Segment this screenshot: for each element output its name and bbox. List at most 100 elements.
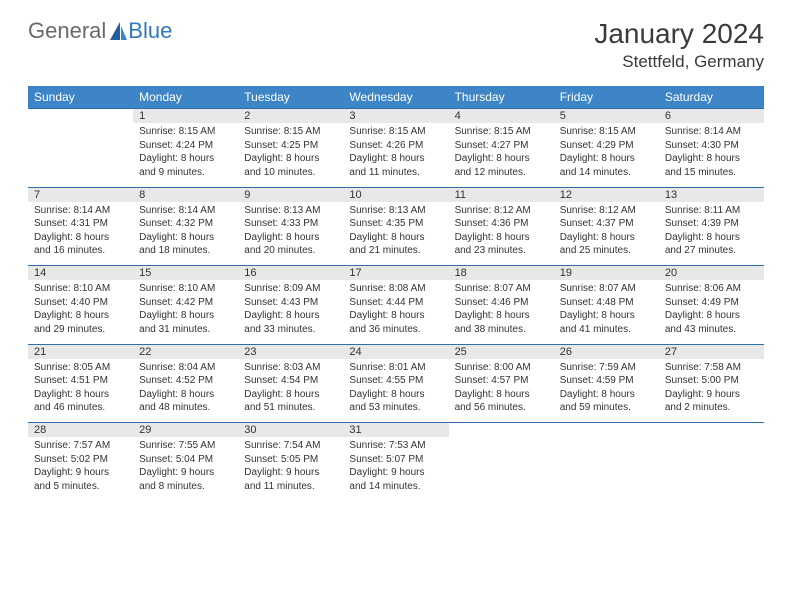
- sunset-text: Sunset: 4:55 PM: [349, 374, 442, 388]
- sunset-text: Sunset: 4:51 PM: [34, 374, 127, 388]
- daylight-text: Daylight: 8 hours and 23 minutes.: [455, 231, 548, 258]
- daylight-text: Daylight: 8 hours and 31 minutes.: [139, 309, 232, 336]
- sunset-text: Sunset: 5:00 PM: [665, 374, 758, 388]
- day-number-cell: 26: [554, 344, 659, 359]
- day-number-row: 21222324252627: [28, 344, 764, 359]
- sunset-text: Sunset: 4:29 PM: [560, 139, 653, 153]
- sunrise-text: Sunrise: 8:05 AM: [34, 361, 127, 375]
- sunset-text: Sunset: 4:26 PM: [349, 139, 442, 153]
- day-detail-cell: Sunrise: 8:11 AMSunset: 4:39 PMDaylight:…: [659, 202, 764, 266]
- daylight-text: Daylight: 8 hours and 59 minutes.: [560, 388, 653, 415]
- day-detail-row: Sunrise: 8:15 AMSunset: 4:24 PMDaylight:…: [28, 123, 764, 187]
- day-number-cell: 12: [554, 187, 659, 202]
- day-number-row: 78910111213: [28, 187, 764, 202]
- sunrise-text: Sunrise: 8:00 AM: [455, 361, 548, 375]
- day-number-cell: 30: [238, 423, 343, 438]
- daylight-text: Daylight: 8 hours and 10 minutes.: [244, 152, 337, 179]
- day-number-cell: 29: [133, 423, 238, 438]
- sunrise-text: Sunrise: 8:15 AM: [455, 125, 548, 139]
- daylight-text: Daylight: 8 hours and 12 minutes.: [455, 152, 548, 179]
- day-number-cell: 10: [343, 187, 448, 202]
- daylight-text: Daylight: 9 hours and 2 minutes.: [665, 388, 758, 415]
- day-detail-cell: Sunrise: 7:59 AMSunset: 4:59 PMDaylight:…: [554, 359, 659, 423]
- day-number-cell: 14: [28, 266, 133, 281]
- daylight-text: Daylight: 8 hours and 41 minutes.: [560, 309, 653, 336]
- day-number-cell: 18: [449, 266, 554, 281]
- day-number-cell: 9: [238, 187, 343, 202]
- day-number-cell: 11: [449, 187, 554, 202]
- day-number-cell: 13: [659, 187, 764, 202]
- day-detail-cell: Sunrise: 8:00 AMSunset: 4:57 PMDaylight:…: [449, 359, 554, 423]
- day-detail-cell: Sunrise: 8:10 AMSunset: 4:40 PMDaylight:…: [28, 280, 133, 344]
- title-block: January 2024 Stettfeld, Germany: [594, 18, 764, 72]
- sunrise-text: Sunrise: 7:57 AM: [34, 439, 127, 453]
- day-detail-row: Sunrise: 8:10 AMSunset: 4:40 PMDaylight:…: [28, 280, 764, 344]
- weekday-header: Sunday: [28, 86, 133, 109]
- logo-sail-icon: [108, 20, 128, 42]
- weekday-header: Tuesday: [238, 86, 343, 109]
- sunset-text: Sunset: 4:35 PM: [349, 217, 442, 231]
- sunset-text: Sunset: 4:57 PM: [455, 374, 548, 388]
- day-number-cell: 19: [554, 266, 659, 281]
- daylight-text: Daylight: 8 hours and 43 minutes.: [665, 309, 758, 336]
- sunset-text: Sunset: 4:32 PM: [139, 217, 232, 231]
- day-number-cell: [449, 423, 554, 438]
- sunrise-text: Sunrise: 7:59 AM: [560, 361, 653, 375]
- day-detail-cell: Sunrise: 8:15 AMSunset: 4:24 PMDaylight:…: [133, 123, 238, 187]
- day-detail-cell: Sunrise: 8:15 AMSunset: 4:27 PMDaylight:…: [449, 123, 554, 187]
- sunset-text: Sunset: 5:02 PM: [34, 453, 127, 467]
- sunrise-text: Sunrise: 8:01 AM: [349, 361, 442, 375]
- day-detail-cell: Sunrise: 8:15 AMSunset: 4:29 PMDaylight:…: [554, 123, 659, 187]
- day-detail-cell: Sunrise: 8:13 AMSunset: 4:33 PMDaylight:…: [238, 202, 343, 266]
- day-number-row: 123456: [28, 109, 764, 124]
- sunrise-text: Sunrise: 8:12 AM: [560, 204, 653, 218]
- daylight-text: Daylight: 8 hours and 21 minutes.: [349, 231, 442, 258]
- daylight-text: Daylight: 9 hours and 14 minutes.: [349, 466, 442, 493]
- page-header: General Blue January 2024 Stettfeld, Ger…: [0, 0, 792, 80]
- daylight-text: Daylight: 8 hours and 48 minutes.: [139, 388, 232, 415]
- sunset-text: Sunset: 4:33 PM: [244, 217, 337, 231]
- sunset-text: Sunset: 4:27 PM: [455, 139, 548, 153]
- weekday-header: Wednesday: [343, 86, 448, 109]
- day-number-cell: 16: [238, 266, 343, 281]
- sunrise-text: Sunrise: 8:14 AM: [139, 204, 232, 218]
- daylight-text: Daylight: 8 hours and 18 minutes.: [139, 231, 232, 258]
- day-detail-cell: Sunrise: 8:15 AMSunset: 4:25 PMDaylight:…: [238, 123, 343, 187]
- day-number-cell: [659, 423, 764, 438]
- daylight-text: Daylight: 8 hours and 33 minutes.: [244, 309, 337, 336]
- daylight-text: Daylight: 8 hours and 29 minutes.: [34, 309, 127, 336]
- day-detail-cell: Sunrise: 8:10 AMSunset: 4:42 PMDaylight:…: [133, 280, 238, 344]
- sunset-text: Sunset: 5:07 PM: [349, 453, 442, 467]
- day-detail-cell: Sunrise: 8:09 AMSunset: 4:43 PMDaylight:…: [238, 280, 343, 344]
- day-detail-cell: Sunrise: 8:14 AMSunset: 4:30 PMDaylight:…: [659, 123, 764, 187]
- weekday-header-row: SundayMondayTuesdayWednesdayThursdayFrid…: [28, 86, 764, 109]
- day-number-cell: 15: [133, 266, 238, 281]
- sunset-text: Sunset: 5:04 PM: [139, 453, 232, 467]
- sunrise-text: Sunrise: 8:14 AM: [665, 125, 758, 139]
- logo-text-blue: Blue: [128, 18, 172, 44]
- sunrise-text: Sunrise: 8:07 AM: [455, 282, 548, 296]
- sunrise-text: Sunrise: 8:04 AM: [139, 361, 232, 375]
- sunset-text: Sunset: 4:25 PM: [244, 139, 337, 153]
- sunset-text: Sunset: 4:31 PM: [34, 217, 127, 231]
- day-number-cell: 24: [343, 344, 448, 359]
- daylight-text: Daylight: 8 hours and 56 minutes.: [455, 388, 548, 415]
- sunrise-text: Sunrise: 8:15 AM: [139, 125, 232, 139]
- day-detail-cell: Sunrise: 7:54 AMSunset: 5:05 PMDaylight:…: [238, 437, 343, 501]
- day-detail-cell: [449, 437, 554, 501]
- sunrise-text: Sunrise: 8:08 AM: [349, 282, 442, 296]
- sunset-text: Sunset: 4:46 PM: [455, 296, 548, 310]
- daylight-text: Daylight: 8 hours and 51 minutes.: [244, 388, 337, 415]
- daylight-text: Daylight: 8 hours and 53 minutes.: [349, 388, 442, 415]
- sunrise-text: Sunrise: 8:15 AM: [349, 125, 442, 139]
- daylight-text: Daylight: 9 hours and 11 minutes.: [244, 466, 337, 493]
- day-number-cell: [554, 423, 659, 438]
- sunset-text: Sunset: 4:59 PM: [560, 374, 653, 388]
- day-number-cell: 23: [238, 344, 343, 359]
- sunset-text: Sunset: 4:30 PM: [665, 139, 758, 153]
- sunset-text: Sunset: 4:52 PM: [139, 374, 232, 388]
- day-detail-cell: Sunrise: 8:06 AMSunset: 4:49 PMDaylight:…: [659, 280, 764, 344]
- day-number-cell: 7: [28, 187, 133, 202]
- daylight-text: Daylight: 8 hours and 16 minutes.: [34, 231, 127, 258]
- sunset-text: Sunset: 4:54 PM: [244, 374, 337, 388]
